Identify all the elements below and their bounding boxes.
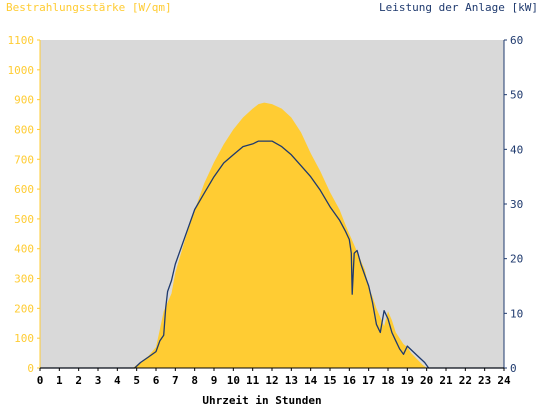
x-tick-label: 15	[323, 374, 336, 387]
x-tick-label: 8	[191, 374, 198, 387]
x-tick-label: 11	[246, 374, 260, 387]
left-tick-label: 1000	[8, 64, 35, 77]
right-tick-label: 30	[510, 198, 523, 211]
x-tick-label: 9	[211, 374, 218, 387]
x-tick-label: 13	[285, 374, 298, 387]
right-tick-label: 60	[510, 34, 523, 47]
x-tick-label: 24	[497, 374, 511, 387]
x-tick-label: 3	[95, 374, 102, 387]
x-tick-label: 22	[459, 374, 472, 387]
x-tick-label: 12	[265, 374, 278, 387]
x-tick-label: 17	[362, 374, 375, 387]
x-tick-label: 4	[114, 374, 121, 387]
left-tick-label: 900	[14, 94, 34, 107]
left-tick-label: 600	[14, 183, 34, 196]
left-tick-label: 800	[14, 123, 34, 136]
left-axis-label: Bestrahlungsstärke [W/qm]	[6, 1, 172, 14]
irradiance-area	[40, 102, 504, 368]
x-tick-label: 20	[420, 374, 433, 387]
right-tick-label: 0	[510, 362, 517, 375]
right-axis-label: Leistung der Anlage [kW]	[379, 1, 538, 14]
x-axis-label: Uhrzeit in Stunden	[202, 394, 321, 407]
x-tick-label: 0	[37, 374, 44, 387]
left-tick-label: 500	[14, 213, 34, 226]
left-tick-label: 700	[14, 153, 34, 166]
x-tick-label: 21	[439, 374, 453, 387]
x-tick-label: 2	[75, 374, 82, 387]
left-tick-label: 200	[14, 302, 34, 315]
left-tick-label: 0	[27, 362, 34, 375]
x-tick-label: 7	[172, 374, 179, 387]
x-tick-label: 23	[478, 374, 491, 387]
x-tick-label: 19	[401, 374, 414, 387]
x-tick-label: 14	[304, 374, 318, 387]
x-tick-label: 6	[153, 374, 160, 387]
x-tick-label: 5	[133, 374, 140, 387]
power-line	[40, 140, 504, 369]
right-tick-label: 10	[510, 307, 523, 320]
left-tick-label: 100	[14, 332, 34, 345]
axes-layer: 0100200300400500600700800900100011000102…	[8, 34, 524, 387]
x-tick-label: 1	[56, 374, 63, 387]
right-tick-label: 20	[510, 253, 523, 266]
right-tick-label: 40	[510, 143, 523, 156]
right-tick-label: 50	[510, 89, 523, 102]
x-tick-label: 18	[381, 374, 394, 387]
left-tick-label: 300	[14, 273, 34, 286]
left-tick-label: 400	[14, 243, 34, 256]
x-tick-label: 16	[343, 374, 357, 387]
series-layer	[40, 102, 504, 369]
left-tick-label: 1100	[8, 34, 35, 47]
x-tick-label: 10	[227, 374, 240, 387]
